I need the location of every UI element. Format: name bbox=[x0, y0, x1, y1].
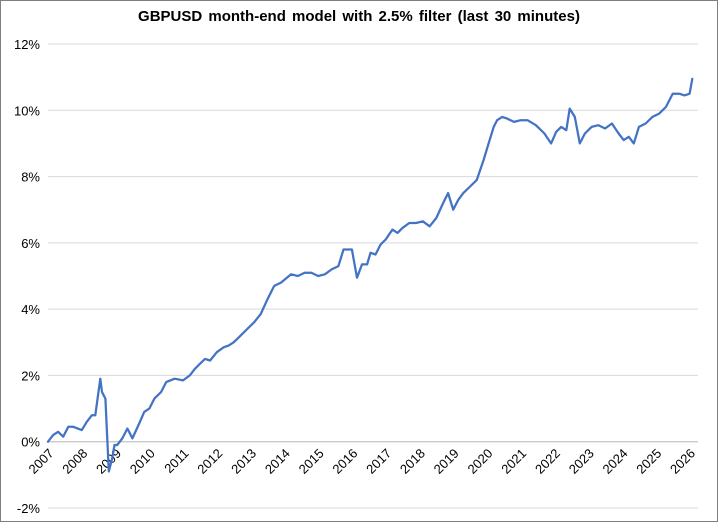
y-tick-label: 12% bbox=[14, 37, 40, 52]
x-tick-label: 2018 bbox=[397, 446, 428, 477]
x-tick-label: 2007 bbox=[25, 446, 56, 477]
x-tick-label: 2008 bbox=[59, 446, 90, 477]
x-tick-label: 2015 bbox=[296, 446, 327, 477]
y-tick-label: 0% bbox=[21, 435, 40, 450]
x-tick-label: 2013 bbox=[228, 446, 259, 477]
y-tick-label: -2% bbox=[17, 501, 41, 516]
x-tick-label: 2019 bbox=[431, 446, 462, 477]
gridlines bbox=[48, 43, 698, 509]
x-tick-label: 2023 bbox=[566, 446, 597, 477]
series-line bbox=[46, 77, 694, 473]
chart-title: GBPUSD month-end model with 2.5% filter … bbox=[138, 8, 580, 25]
x-tick-label: 2025 bbox=[633, 446, 664, 477]
x-tick-label: 2016 bbox=[329, 446, 360, 477]
y-tick-label: 6% bbox=[21, 236, 40, 251]
y-axis-tick-labels: -2% 0% 2% 4% 6% 8% 10% 12% bbox=[14, 37, 40, 516]
y-tick-label: 2% bbox=[21, 368, 40, 383]
y-tick-label: 10% bbox=[14, 103, 40, 118]
x-tick-label: 2014 bbox=[262, 446, 293, 477]
x-tick-label: 2012 bbox=[194, 446, 225, 477]
x-tick-label: 2017 bbox=[363, 446, 394, 477]
x-tick-label: 2024 bbox=[600, 446, 631, 477]
x-tick-label: 2011 bbox=[161, 446, 191, 476]
x-tick-label: 2010 bbox=[127, 446, 158, 477]
y-tick-label: 8% bbox=[21, 170, 40, 185]
x-tick-label: 2026 bbox=[667, 446, 698, 477]
x-axis-tick-labels: 2007 2008 2009 2010 2011 2012 2013 2014 2015 2016… bbox=[25, 446, 698, 477]
x-tick-label: 2022 bbox=[532, 446, 563, 477]
x-tick-label: 2020 bbox=[464, 446, 495, 477]
y-tick-label: 4% bbox=[21, 302, 40, 317]
x-tick-label: 2021 bbox=[498, 446, 529, 477]
